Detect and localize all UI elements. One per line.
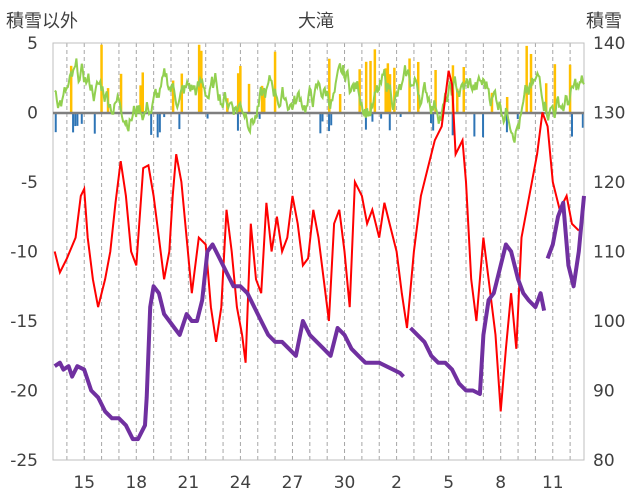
sunshine-bar xyxy=(171,80,175,113)
precipitation-bar xyxy=(178,112,181,130)
precipitation-bar xyxy=(399,112,402,117)
precipitation-bar xyxy=(156,112,159,138)
x-tick-label: 18 xyxy=(125,473,147,493)
y-right-axis-label: 積雪 xyxy=(586,11,622,32)
sunshine-bar xyxy=(328,58,331,113)
precipitation-bar xyxy=(93,112,96,134)
y-right-tick-label: 100 xyxy=(593,312,625,332)
sunshine-bar xyxy=(358,69,361,113)
sunshine-bar xyxy=(69,65,73,113)
y-left-tick-label: -25 xyxy=(10,451,38,471)
x-tick-label: 11 xyxy=(542,473,564,493)
wind-line xyxy=(54,58,585,143)
precipitation-bar xyxy=(258,112,261,119)
precipitation-bar xyxy=(371,112,374,122)
snow-depth-lines xyxy=(53,195,586,442)
y-left-tick-label: -5 xyxy=(21,173,38,193)
x-tick-label: 2 xyxy=(391,473,402,493)
temperature-line xyxy=(53,70,580,412)
sunshine-bar xyxy=(239,65,242,113)
y-left-tick-label: -20 xyxy=(10,382,38,402)
sunshine-bar xyxy=(139,85,142,113)
y-left-axis-label: 積雪以外 xyxy=(6,11,78,32)
precipitation-bar xyxy=(74,112,77,127)
precipitation-bar xyxy=(432,112,435,131)
sunshine-bar xyxy=(338,93,342,113)
snow-depth-line xyxy=(409,242,547,396)
sunshine-bar xyxy=(553,64,557,113)
sunshine-bar xyxy=(544,83,548,113)
precipitation-bar xyxy=(482,112,485,138)
sunshine-bar xyxy=(373,49,377,113)
sunshine-bar xyxy=(100,44,103,113)
precipitation-bar xyxy=(516,112,519,120)
y-right-tick-label: 80 xyxy=(593,451,615,471)
sunshine-bar xyxy=(262,89,266,113)
y-left-tick-label: -10 xyxy=(10,243,38,263)
sunshine-bar xyxy=(180,73,184,113)
sunshine-bar xyxy=(119,73,123,113)
x-tick-label: 24 xyxy=(230,473,252,493)
precipitation-bar xyxy=(429,112,432,123)
precipitation-bar xyxy=(72,112,75,133)
x-tick-label: 30 xyxy=(334,473,356,493)
y-right-tick-label: 130 xyxy=(593,104,625,124)
precipitation-bar xyxy=(54,112,57,133)
precipitation-bar xyxy=(328,112,331,132)
sunshine-bar xyxy=(456,88,459,113)
x-tick-label: 5 xyxy=(443,473,454,493)
precipitation-bar xyxy=(330,112,333,126)
precipitation-bar xyxy=(570,112,573,137)
precipitation-bar xyxy=(473,112,476,137)
precipitation-bar xyxy=(158,112,161,133)
precipitation-bars xyxy=(54,112,584,138)
sunshine-bar xyxy=(393,67,396,113)
precipitation-bar xyxy=(236,112,239,131)
chart-title: 大滝 xyxy=(298,11,334,32)
precipitation-bar xyxy=(321,112,324,122)
y-right-tick-label: 110 xyxy=(593,243,625,263)
precipitation-bar xyxy=(80,112,83,124)
precipitation-bar xyxy=(380,112,383,119)
x-tick-label: 21 xyxy=(178,473,200,493)
y-right-tick-label: 120 xyxy=(593,173,625,193)
x-tick-label: 27 xyxy=(282,473,304,493)
precipitation-bar xyxy=(364,112,367,130)
sunshine-bar xyxy=(247,83,251,113)
y-left-tick-label: 0 xyxy=(27,104,38,124)
precipitation-bar xyxy=(163,112,166,118)
y-left-tick-labels: 5 0 -5 -10 -15 -20 -25 xyxy=(10,34,38,471)
sunshine-bar xyxy=(141,72,144,113)
precipitation-bar xyxy=(388,112,391,131)
sunshine-bar xyxy=(260,85,264,113)
plot-area-border xyxy=(52,42,585,461)
precipitation-bar xyxy=(76,112,79,126)
snow-depth-line xyxy=(545,195,586,289)
y-left-tick-label: 5 xyxy=(27,34,38,54)
y-left-tick-label: -15 xyxy=(10,312,38,332)
sunshine-bar xyxy=(525,45,528,113)
y-right-tick-labels: 140 130 120 110 100 90 80 xyxy=(593,34,625,471)
precipitation-bar xyxy=(505,112,508,133)
sunshine-bar xyxy=(434,69,437,113)
precipitation-bar xyxy=(319,112,322,134)
sunshine-bar xyxy=(273,51,277,113)
snow-depth-line xyxy=(53,242,405,442)
y-right-tick-label: 140 xyxy=(593,34,625,54)
sunshine-bar xyxy=(236,73,240,113)
x-tick-labels: 15 18 21 24 27 30 2 5 8 11 xyxy=(73,473,563,493)
y-right-tick-label: 90 xyxy=(593,382,615,402)
sunshine-bar xyxy=(369,60,372,113)
x-tick-label: 15 xyxy=(73,473,95,493)
x-tick-label: 8 xyxy=(495,473,506,493)
precipitation-bar xyxy=(206,112,209,119)
precipitation-bar xyxy=(581,112,584,128)
sunshine-bar xyxy=(505,96,509,113)
precipitation-bar xyxy=(451,112,454,136)
sunshine-bar xyxy=(364,61,368,113)
precipitation-bar xyxy=(150,112,153,135)
